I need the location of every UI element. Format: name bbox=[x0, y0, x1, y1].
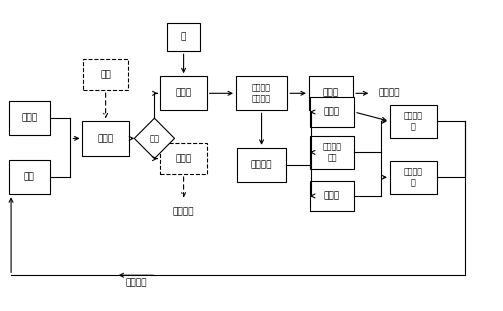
Text: 副产碳酸
钙: 副产碳酸 钙 bbox=[404, 112, 423, 131]
Bar bbox=[310, 136, 354, 169]
Bar bbox=[160, 76, 207, 110]
Text: 煅烧: 煅烧 bbox=[149, 134, 159, 143]
Text: 锂云母: 锂云母 bbox=[21, 114, 37, 123]
Text: 尾矿渣: 尾矿渣 bbox=[323, 89, 339, 98]
Bar bbox=[310, 181, 354, 211]
Text: 水: 水 bbox=[181, 33, 186, 42]
Text: 辅料: 辅料 bbox=[24, 173, 35, 182]
Text: 回收利用: 回收利用 bbox=[173, 207, 194, 216]
Text: 氧化锂: 氧化锂 bbox=[324, 108, 340, 116]
Bar bbox=[390, 161, 437, 193]
Bar bbox=[9, 160, 50, 194]
Bar bbox=[83, 59, 128, 90]
Bar bbox=[390, 105, 437, 137]
Bar bbox=[9, 101, 50, 135]
Text: 单水氢氧
化锂: 单水氢氧 化锂 bbox=[322, 143, 342, 162]
Text: 混合料: 混合料 bbox=[98, 134, 114, 143]
Bar bbox=[237, 148, 286, 182]
Text: 综合利用: 综合利用 bbox=[378, 89, 399, 98]
Text: 含锂卤水: 含锂卤水 bbox=[251, 160, 272, 169]
Bar bbox=[160, 143, 207, 174]
Text: 氟化盐: 氟化盐 bbox=[176, 154, 192, 163]
Bar bbox=[167, 23, 200, 51]
Polygon shape bbox=[134, 118, 175, 159]
Text: 硫酸: 硫酸 bbox=[100, 70, 111, 79]
Bar bbox=[310, 97, 354, 127]
Text: 副产碳酸
铷: 副产碳酸 铷 bbox=[404, 168, 423, 187]
Text: 焙烧料: 焙烧料 bbox=[176, 89, 192, 98]
Text: 返回辅料: 返回辅料 bbox=[125, 279, 146, 287]
Bar bbox=[309, 76, 353, 110]
Text: 浸出浆料
浸取水料: 浸出浆料 浸取水料 bbox=[252, 84, 271, 103]
Bar bbox=[236, 76, 287, 110]
Text: 碳酸锂: 碳酸锂 bbox=[324, 192, 340, 200]
Bar bbox=[82, 121, 129, 156]
